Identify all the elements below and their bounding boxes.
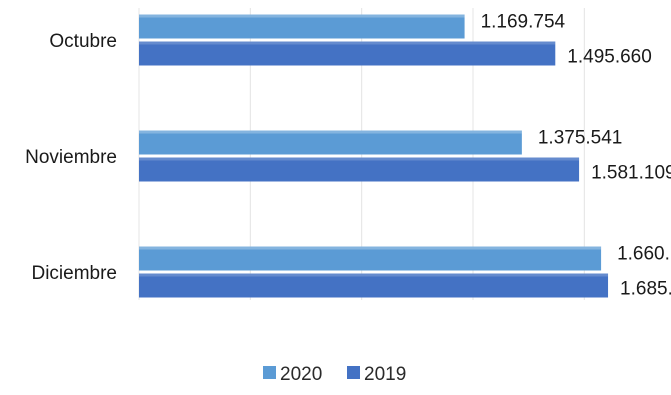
category-label: Octubre <box>49 31 117 52</box>
bar-2019-noviembre <box>139 157 580 182</box>
legend-label-2020: 2020 <box>280 364 322 385</box>
bar-highlight <box>139 157 580 161</box>
data-label-2020: 1.660.195 <box>617 244 671 265</box>
bar-2019-diciembre <box>139 273 609 298</box>
data-label-2020: 1.169.754 <box>481 12 566 33</box>
bar-highlight <box>139 246 602 250</box>
bars <box>139 14 609 298</box>
data-label-2019: 1.685.175 <box>620 279 671 300</box>
data-label-2020: 1.375.541 <box>538 128 623 149</box>
bar-2020-noviembre <box>139 130 522 155</box>
category-label: Diciembre <box>31 263 117 284</box>
bar-highlight <box>139 273 609 277</box>
legend-swatch-2020 <box>263 366 276 379</box>
legend-swatch-2019 <box>347 366 360 379</box>
bar-highlight <box>139 130 522 134</box>
category-label: Noviembre <box>25 147 117 168</box>
data-label-2019: 1.495.660 <box>567 47 652 68</box>
bar-highlight <box>139 41 556 45</box>
bar-2020-diciembre <box>139 246 602 271</box>
legend-label-2019: 2019 <box>364 364 406 385</box>
bar-highlight <box>139 14 465 18</box>
bar-2020-octubre <box>139 14 465 39</box>
data-label-2019: 1.581.109 <box>591 163 671 184</box>
bar-2019-octubre <box>139 41 556 66</box>
legend: 2020 2019 <box>263 364 406 385</box>
